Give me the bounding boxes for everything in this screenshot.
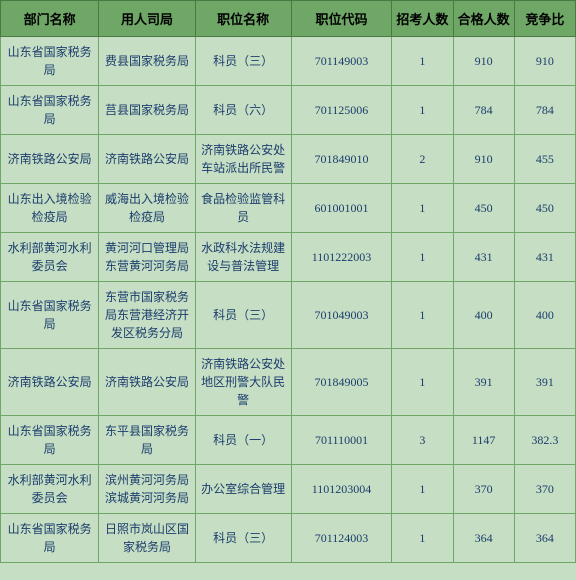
cell-recruit: 3 bbox=[392, 416, 453, 465]
cell-ratio: 450 bbox=[514, 184, 575, 233]
cell-position: 科员（三） bbox=[195, 282, 291, 349]
cell-ratio: 400 bbox=[514, 282, 575, 349]
cell-department: 山东省国家税务局 bbox=[1, 86, 99, 135]
cell-bureau: 东营市国家税务局东营港经济开发区税务分局 bbox=[99, 282, 195, 349]
cell-code: 701149003 bbox=[291, 37, 392, 86]
cell-ratio: 431 bbox=[514, 233, 575, 282]
header-bureau: 用人司局 bbox=[99, 1, 195, 37]
cell-recruit: 1 bbox=[392, 465, 453, 514]
cell-position: 科员（一） bbox=[195, 416, 291, 465]
cell-pass: 370 bbox=[453, 465, 514, 514]
cell-pass: 431 bbox=[453, 233, 514, 282]
header-ratio: 竞争比 bbox=[514, 1, 575, 37]
header-recruit: 招考人数 bbox=[392, 1, 453, 37]
cell-bureau: 东平县国家税务局 bbox=[99, 416, 195, 465]
cell-ratio: 455 bbox=[514, 135, 575, 184]
cell-pass: 450 bbox=[453, 184, 514, 233]
cell-ratio: 382.3 bbox=[514, 416, 575, 465]
cell-recruit: 2 bbox=[392, 135, 453, 184]
table-row: 水利部黄河水利委员会滨州黄河河务局滨城黄河河务局办公室综合管理110120300… bbox=[1, 465, 576, 514]
cell-code: 1101203004 bbox=[291, 465, 392, 514]
cell-position: 济南铁路公安处车站派出所民警 bbox=[195, 135, 291, 184]
table-row: 山东省国家税务局费县国家税务局科员（三）7011490031910910 bbox=[1, 37, 576, 86]
cell-code: 701849005 bbox=[291, 349, 392, 416]
cell-department: 山东出入境检验检疫局 bbox=[1, 184, 99, 233]
cell-department: 山东省国家税务局 bbox=[1, 416, 99, 465]
cell-recruit: 1 bbox=[392, 37, 453, 86]
cell-department: 济南铁路公安局 bbox=[1, 349, 99, 416]
cell-recruit: 1 bbox=[392, 184, 453, 233]
table-row: 济南铁路公安局济南铁路公安局济南铁路公安处地区刑警大队民警70184900513… bbox=[1, 349, 576, 416]
cell-ratio: 364 bbox=[514, 514, 575, 563]
cell-ratio: 784 bbox=[514, 86, 575, 135]
cell-bureau: 滨州黄河河务局滨城黄河河务局 bbox=[99, 465, 195, 514]
cell-recruit: 1 bbox=[392, 349, 453, 416]
cell-position: 水政科水法规建设与普法管理 bbox=[195, 233, 291, 282]
cell-code: 701124003 bbox=[291, 514, 392, 563]
cell-bureau: 黄河河口管理局东营黄河河务局 bbox=[99, 233, 195, 282]
cell-pass: 784 bbox=[453, 86, 514, 135]
header-code: 职位代码 bbox=[291, 1, 392, 37]
cell-code: 701110001 bbox=[291, 416, 392, 465]
cell-code: 701849010 bbox=[291, 135, 392, 184]
cell-department: 水利部黄河水利委员会 bbox=[1, 233, 99, 282]
cell-ratio: 370 bbox=[514, 465, 575, 514]
cell-bureau: 莒县国家税务局 bbox=[99, 86, 195, 135]
cell-bureau: 济南铁路公安局 bbox=[99, 349, 195, 416]
cell-bureau: 费县国家税务局 bbox=[99, 37, 195, 86]
header-pass: 合格人数 bbox=[453, 1, 514, 37]
table-row: 济南铁路公安局济南铁路公安局济南铁路公安处车站派出所民警701849010291… bbox=[1, 135, 576, 184]
cell-department: 济南铁路公安局 bbox=[1, 135, 99, 184]
cell-pass: 391 bbox=[453, 349, 514, 416]
table-row: 山东省国家税务局东平县国家税务局科员（一）70111000131147382.3 bbox=[1, 416, 576, 465]
cell-pass: 1147 bbox=[453, 416, 514, 465]
cell-ratio: 910 bbox=[514, 37, 575, 86]
cell-bureau: 济南铁路公安局 bbox=[99, 135, 195, 184]
cell-position: 科员（三） bbox=[195, 37, 291, 86]
cell-code: 601001001 bbox=[291, 184, 392, 233]
cell-bureau: 威海出入境检验检疫局 bbox=[99, 184, 195, 233]
table-body: 山东省国家税务局费县国家税务局科员（三）7011490031910910山东省国… bbox=[1, 37, 576, 563]
cell-recruit: 1 bbox=[392, 282, 453, 349]
cell-department: 水利部黄河水利委员会 bbox=[1, 465, 99, 514]
cell-bureau: 日照市岚山区国家税务局 bbox=[99, 514, 195, 563]
table-row: 山东省国家税务局莒县国家税务局科员（六）7011250061784784 bbox=[1, 86, 576, 135]
table-row: 山东出入境检验检疫局威海出入境检验检疫局食品检验监管科员601001001145… bbox=[1, 184, 576, 233]
cell-recruit: 1 bbox=[392, 86, 453, 135]
header-position: 职位名称 bbox=[195, 1, 291, 37]
table-header: 部门名称 用人司局 职位名称 职位代码 招考人数 合格人数 竞争比 bbox=[1, 1, 576, 37]
cell-code: 701125006 bbox=[291, 86, 392, 135]
cell-recruit: 1 bbox=[392, 233, 453, 282]
cell-pass: 364 bbox=[453, 514, 514, 563]
table-row: 水利部黄河水利委员会黄河河口管理局东营黄河河务局水政科水法规建设与普法管理110… bbox=[1, 233, 576, 282]
competition-table: 部门名称 用人司局 职位名称 职位代码 招考人数 合格人数 竞争比 山东省国家税… bbox=[0, 0, 576, 563]
cell-department: 山东省国家税务局 bbox=[1, 282, 99, 349]
cell-pass: 910 bbox=[453, 37, 514, 86]
cell-position: 科员（六） bbox=[195, 86, 291, 135]
cell-pass: 400 bbox=[453, 282, 514, 349]
cell-position: 济南铁路公安处地区刑警大队民警 bbox=[195, 349, 291, 416]
table-row: 山东省国家税务局日照市岚山区国家税务局科员（三）7011240031364364 bbox=[1, 514, 576, 563]
cell-code: 1101222003 bbox=[291, 233, 392, 282]
cell-recruit: 1 bbox=[392, 514, 453, 563]
header-department: 部门名称 bbox=[1, 1, 99, 37]
table-row: 山东省国家税务局东营市国家税务局东营港经济开发区税务分局科员（三）7010490… bbox=[1, 282, 576, 349]
cell-ratio: 391 bbox=[514, 349, 575, 416]
cell-pass: 910 bbox=[453, 135, 514, 184]
cell-code: 701049003 bbox=[291, 282, 392, 349]
cell-position: 办公室综合管理 bbox=[195, 465, 291, 514]
cell-position: 科员（三） bbox=[195, 514, 291, 563]
cell-department: 山东省国家税务局 bbox=[1, 37, 99, 86]
cell-department: 山东省国家税务局 bbox=[1, 514, 99, 563]
cell-position: 食品检验监管科员 bbox=[195, 184, 291, 233]
